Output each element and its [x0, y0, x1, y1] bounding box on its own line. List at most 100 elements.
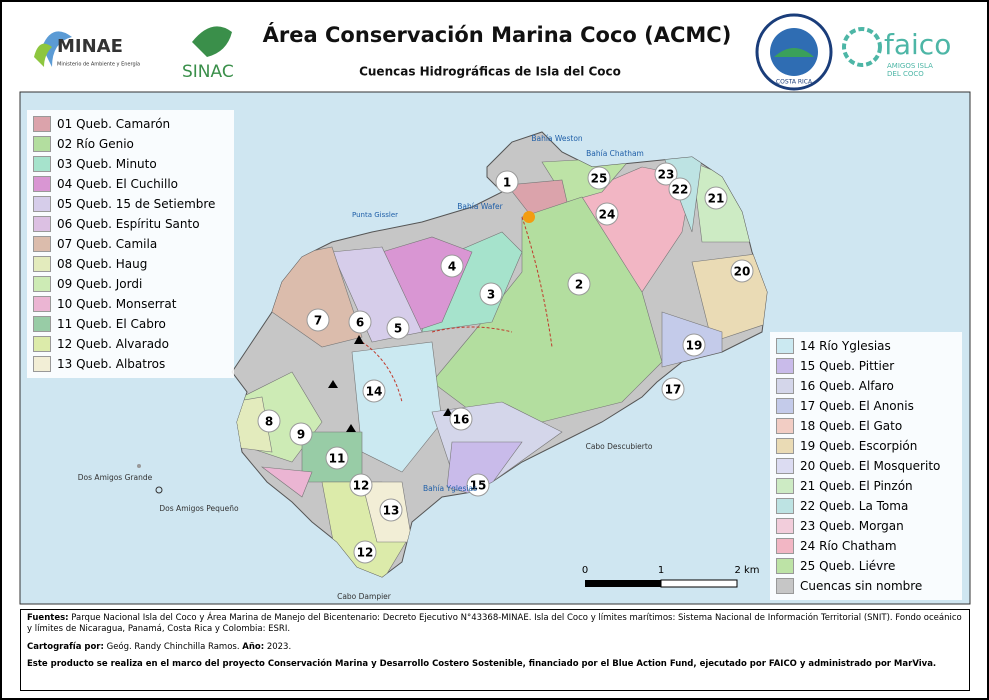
legend-label: 04 Queb. El Cuchillo — [57, 177, 179, 191]
basin-marker — [466, 473, 490, 497]
basin-label: 20 — [734, 265, 751, 279]
legend-label: 24 Río Chatham — [800, 539, 897, 553]
basin-marker — [362, 379, 386, 403]
legend-label: 20 Queb. El Mosquerito — [800, 459, 941, 473]
legend-label: 17 Queb. El Anonis — [800, 399, 914, 413]
legend-swatch — [33, 256, 51, 272]
legend-swatch — [776, 378, 794, 394]
basin-marker — [654, 162, 678, 186]
logo-text: faico — [884, 28, 951, 61]
legend-label: 08 Queb. Haug — [57, 257, 148, 271]
legend-item: 17 Queb. El Anonis — [776, 396, 956, 416]
basin-label: 5 — [394, 322, 402, 336]
basin-marker — [668, 177, 692, 201]
basin-marker — [730, 259, 754, 283]
basin-label: 4 — [448, 260, 456, 274]
logo-text: SINAC — [182, 62, 234, 82]
basin-marker — [661, 377, 685, 401]
basin-marker — [495, 170, 519, 194]
place-label: Bahía Yglesias — [423, 484, 477, 493]
title: Área Conservación Marina Coco (ACMC) — [263, 22, 732, 47]
legend-item: 25 Queb. Liévre — [776, 556, 956, 576]
basin-label: 12 — [357, 546, 374, 560]
footer: Fuentes: Parque Nacional Isla del Coco y… — [20, 609, 970, 691]
legend-label: 16 Queb. Alfaro — [800, 379, 894, 393]
logo-text: DEL COCO — [887, 70, 924, 78]
legend-label: 06 Queb. Espíritu Santo — [57, 217, 200, 231]
place-label: Cabo Descubierto — [586, 442, 653, 451]
legend-swatch — [776, 558, 794, 574]
legend-item: 21 Queb. El Pinzón — [776, 476, 956, 496]
legend-label: 03 Queb. Minuto — [57, 157, 157, 171]
legend-swatch — [33, 136, 51, 152]
legend-label: 25 Queb. Liévre — [800, 559, 896, 573]
legend-swatch — [33, 176, 51, 192]
footer-text: 2023. — [266, 641, 292, 652]
islet — [155, 486, 163, 494]
basin-label: 23 — [658, 168, 675, 182]
legend-item: 23 Queb. Morgan — [776, 516, 956, 536]
legend-label: 07 Queb. Camila — [57, 237, 158, 251]
basin-label: 25 — [591, 172, 608, 186]
basin-marker — [386, 316, 410, 340]
basin-label: 11 — [329, 452, 346, 466]
legend-item: 13 Queb. Albatros — [33, 354, 228, 374]
legend-item: 04 Queb. El Cuchillo — [33, 174, 228, 194]
legend-label: 10 Queb. Monserrat — [57, 297, 177, 311]
basin-marker — [289, 422, 313, 446]
logo-text: Ministerio de Ambiente y Energía — [57, 61, 140, 68]
islet — [137, 464, 141, 468]
legend-swatch — [33, 196, 51, 212]
basin-label: 13 — [383, 504, 400, 518]
legend-label: 13 Queb. Albatros — [57, 357, 166, 371]
legend-item: 24 Río Chatham — [776, 536, 956, 556]
legend-swatch — [776, 398, 794, 414]
basin-marker — [704, 186, 728, 210]
footer-text: Este producto se realiza en el marco del… — [27, 659, 937, 670]
legend-swatch — [33, 356, 51, 372]
basin-marker — [257, 409, 281, 433]
legend-item: 01 Queb. Camarón — [33, 114, 228, 134]
basin-label: 12 — [353, 479, 370, 493]
basin-label: 3 — [487, 288, 495, 302]
place-label: Dos Amigos Grande — [78, 473, 153, 482]
subtitle: Cuencas Hidrográficas de Isla del Coco — [359, 65, 621, 79]
legend-label: 15 Queb. Pittier — [800, 359, 895, 373]
basin-label: 7 — [314, 314, 322, 328]
legend-item: 09 Queb. Jordi — [33, 274, 228, 294]
sinac-logo: SINAC — [182, 26, 234, 82]
legend-label: Cuencas sin nombre — [800, 579, 923, 593]
footer-text: Geóg. Randy Chinchilla Ramos. — [106, 641, 240, 652]
legend-item: Cuencas sin nombre — [776, 576, 956, 596]
legend-swatch — [776, 578, 794, 594]
legend-label: 19 Queb. Escorpión — [800, 439, 918, 453]
scale-label: 2 km — [734, 565, 759, 576]
legend-item: 02 Río Genio — [33, 134, 228, 154]
basin-marker — [479, 282, 503, 306]
legend-item: 03 Queb. Minuto — [33, 154, 228, 174]
legend-label: 22 Queb. La Toma — [800, 499, 909, 513]
peak — [443, 408, 453, 416]
basin-marker — [306, 308, 330, 332]
legend-item: 18 Queb. El Gato — [776, 416, 956, 436]
legend-swatch — [776, 438, 794, 454]
basin-marker — [449, 407, 473, 431]
legend-swatch — [776, 338, 794, 354]
basin-label: 22 — [672, 183, 689, 197]
legend-swatch — [33, 276, 51, 292]
legend-item: 16 Queb. Alfaro — [776, 376, 956, 396]
legend-swatch — [776, 458, 794, 474]
legend-swatch — [33, 316, 51, 332]
legend-item: 07 Queb. Camila — [33, 234, 228, 254]
legend-swatch — [776, 358, 794, 374]
basin-label: 24 — [599, 208, 616, 222]
legend-swatch — [33, 296, 51, 312]
scale-bar: 0 1 2 km — [582, 565, 760, 588]
legend-swatch — [33, 216, 51, 232]
place-label: Dos Amigos Pequeño — [159, 504, 239, 513]
footer-label: Fuentes: — [27, 613, 69, 623]
scale-label: 1 — [658, 565, 664, 576]
legend-item: 22 Queb. La Toma — [776, 496, 956, 516]
basin-label: 2 — [575, 278, 583, 292]
